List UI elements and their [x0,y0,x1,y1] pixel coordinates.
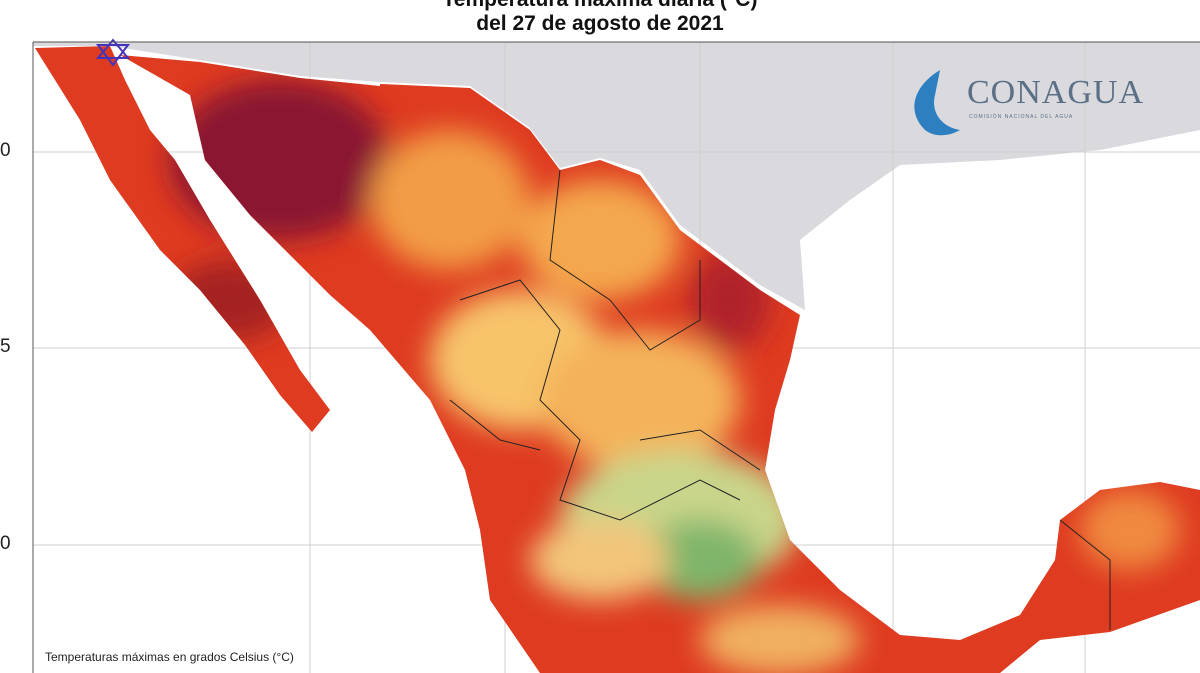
logo-tagline: COMISIÓN NACIONAL DEL AGUA [969,114,1074,120]
logo-icon [914,70,960,136]
logo: CONAGUA COMISIÓN NACIONAL DEL AGUA [905,62,1185,132]
lat-label: 5 [0,336,11,357]
us-land [33,42,1200,310]
footer-note: Temperaturas máximas en grados Celsius (… [45,650,294,664]
lat-label: 0 [0,533,11,554]
title: Temperatura máxima diaria (°C) [0,0,1200,12]
lat-label: 0 [0,140,11,161]
state-borders [449,169,1111,630]
logo-name: CONAGUA [967,74,1144,111]
subtitle: del 27 de agosto de 2021 [476,12,724,35]
star-marker [95,38,131,67]
